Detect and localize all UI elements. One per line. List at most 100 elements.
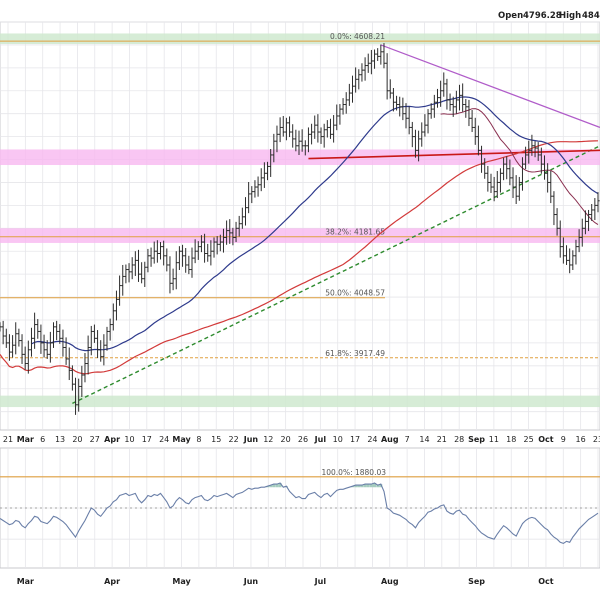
price-bar xyxy=(231,227,235,246)
price-bar xyxy=(495,170,499,199)
x-tick-label: 27 xyxy=(90,435,100,444)
x-tick-label: 20 xyxy=(281,435,291,444)
price-bar xyxy=(322,123,326,148)
price-bar xyxy=(498,168,503,193)
price-bar xyxy=(284,117,289,141)
price-bar xyxy=(51,322,56,348)
price-bar xyxy=(517,176,521,201)
price-bar xyxy=(574,239,578,265)
price-bar xyxy=(309,123,314,145)
price-bar xyxy=(291,124,295,148)
price-bar xyxy=(341,98,345,115)
x-tick-label: 21 xyxy=(3,435,13,444)
x-tick-label: Jun xyxy=(243,435,259,444)
price-bar xyxy=(457,84,462,111)
price-bar xyxy=(99,340,103,362)
price-bar xyxy=(486,165,490,192)
price-bar xyxy=(520,157,525,191)
price-bar xyxy=(250,186,254,204)
resistance-green-zone xyxy=(0,33,600,45)
moving-average-short xyxy=(31,96,599,352)
x-tick-label: Sep xyxy=(468,435,485,444)
price-bar xyxy=(247,181,251,214)
price-bar xyxy=(417,130,421,162)
horizontal-resistance-line xyxy=(308,149,600,160)
price-bar xyxy=(95,330,100,359)
fib-levels: 0.0%: 4608.21 38.2%: 4181.65 50.0%: 4048.5… xyxy=(0,32,600,359)
price-bar xyxy=(45,340,49,359)
price-bar xyxy=(464,99,468,118)
bottom-month-label: May xyxy=(172,577,191,586)
high-value: 4842 xyxy=(582,11,600,21)
fib-level-label: 50.0%: 4048.57 xyxy=(325,289,385,298)
price-bar xyxy=(552,191,556,226)
bottom-month-label: Jul xyxy=(314,577,327,586)
price-bar xyxy=(152,241,156,264)
price-panel-frame xyxy=(0,21,600,431)
price-bar xyxy=(86,335,90,375)
moving-averages xyxy=(0,96,599,375)
price-bar xyxy=(26,340,30,374)
bottom-month-label: Sep xyxy=(468,577,485,586)
price-bar xyxy=(0,322,2,332)
price-bar xyxy=(505,156,509,180)
price-bar xyxy=(332,115,336,143)
price-bar xyxy=(354,67,358,93)
x-tick-label: 28 xyxy=(454,435,464,444)
price-bar xyxy=(328,118,333,139)
price-bar xyxy=(501,157,506,181)
x-tick-label: 24 xyxy=(159,435,169,444)
moving-average-long xyxy=(0,140,599,375)
price-bar xyxy=(492,176,496,202)
price-bar xyxy=(64,337,68,365)
bottom-month-label: Aug xyxy=(381,577,399,586)
bottom-month-label: Mar xyxy=(17,577,34,586)
price-bar xyxy=(48,331,52,363)
price-bar xyxy=(272,133,276,163)
x-tick-label: Oct xyxy=(538,435,554,444)
price-bar xyxy=(530,134,534,156)
price-bar xyxy=(454,90,458,114)
price-bar xyxy=(357,69,361,90)
price-bar xyxy=(77,378,81,412)
x-tick-label: 14 xyxy=(419,435,429,444)
pink-zone-upper xyxy=(0,149,600,166)
price-bar xyxy=(350,75,355,103)
chart-header: Open 4796.28 High 4842 xyxy=(498,11,600,21)
x-tick-label: 26 xyxy=(298,435,308,444)
price-bar xyxy=(442,72,446,97)
price-bar xyxy=(221,228,226,253)
price-bar xyxy=(413,129,418,158)
price-bar xyxy=(155,240,159,263)
x-tick-label: May xyxy=(172,435,191,444)
price-bar xyxy=(275,125,279,153)
price-bar xyxy=(184,248,188,273)
price-bar xyxy=(146,248,150,273)
price-bar xyxy=(256,176,260,197)
x-tick-label: 15 xyxy=(211,435,221,444)
x-tick-label: Aug xyxy=(381,435,399,444)
price-bar xyxy=(73,377,78,415)
price-bar xyxy=(489,173,493,193)
price-bar xyxy=(410,121,414,148)
price-bar xyxy=(539,147,543,174)
price-bar xyxy=(118,275,122,306)
price-bar xyxy=(269,148,273,177)
price-bar xyxy=(17,328,21,347)
x-tick-label: 21 xyxy=(437,435,447,444)
price-bar xyxy=(470,110,474,133)
price-bar xyxy=(108,318,112,341)
price-bar xyxy=(476,125,480,156)
price-bar xyxy=(596,192,600,213)
x-tick-label: 22 xyxy=(228,435,238,444)
price-bar xyxy=(366,53,370,73)
price-bar xyxy=(206,243,210,262)
price-bar xyxy=(202,233,207,263)
price-bar xyxy=(42,334,46,358)
open-label: Open xyxy=(498,11,523,21)
price-bar xyxy=(20,334,24,364)
fib-level-label: 61.8%: 3917.49 xyxy=(325,349,385,358)
price-bar xyxy=(55,320,59,341)
price-bar xyxy=(347,83,351,106)
